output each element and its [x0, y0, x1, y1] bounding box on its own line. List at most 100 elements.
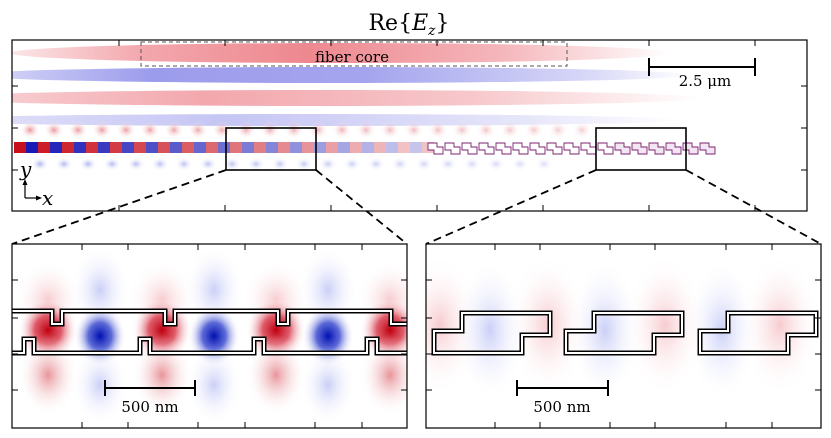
- field-lobe: [116, 121, 136, 139]
- inset-right-frame: [425, 243, 822, 429]
- grating-segment: [648, 142, 665, 155]
- field-lobe: [452, 121, 472, 139]
- axis-indicator: y x: [19, 157, 53, 210]
- core-field-cell: [278, 142, 290, 153]
- top-panel-ticks: [12, 40, 807, 211]
- scale-bar-left-label: 500 nm: [121, 398, 178, 416]
- core-field-cell: [50, 142, 62, 153]
- core-field-cell: [362, 142, 374, 153]
- waveguide-core-field: [14, 142, 434, 153]
- core-field-cell: [314, 142, 326, 153]
- grating-segment: [614, 142, 631, 155]
- field-lobe: [68, 121, 88, 139]
- grating-segments: [427, 142, 716, 155]
- field-lobe-red: [740, 255, 820, 395]
- core-field-cell: [386, 142, 398, 153]
- field-lobe: [164, 121, 184, 139]
- field-lobe: [103, 157, 121, 171]
- field-lobe: [212, 121, 232, 139]
- field-lobe-lower: [300, 345, 356, 425]
- grating-element-inner: [433, 312, 551, 354]
- fiber-band-3: [12, 90, 700, 106]
- field-lobe: [500, 121, 520, 139]
- core-field-cell: [134, 142, 146, 153]
- grating-segment: [699, 142, 716, 155]
- scale-bar-right-label: 500 nm: [533, 398, 590, 416]
- zoom-box-right: [595, 127, 687, 171]
- field-lobe: [463, 157, 481, 171]
- core-field-cell: [410, 142, 422, 153]
- field-lobe: [199, 157, 217, 171]
- core-field-cell: [74, 142, 86, 153]
- field-lobe: [247, 157, 265, 171]
- grating-segment: [563, 142, 580, 155]
- core-field-cell: [38, 142, 50, 153]
- field-lobe: [151, 157, 169, 171]
- field-lobe: [188, 121, 208, 139]
- inset-right-grating: [431, 310, 819, 356]
- core-field-cell: [122, 142, 134, 153]
- field-lobe: [319, 157, 337, 171]
- grating-element-inner: [699, 312, 817, 354]
- field-lobe: [439, 157, 457, 171]
- field-lobe: [524, 121, 544, 139]
- core-field-cell: [338, 142, 350, 153]
- field-lobe: [55, 157, 73, 171]
- core-field-cell: [206, 142, 218, 153]
- core-field-cell: [62, 142, 74, 153]
- top-panel-frame: [11, 39, 808, 212]
- zoom-box-left: [225, 127, 317, 171]
- core-field-cell: [14, 142, 26, 153]
- axis-y-label: y: [19, 157, 32, 181]
- grating-segment: [665, 142, 682, 155]
- core-field-cell: [182, 142, 194, 153]
- field-lobe: [236, 121, 256, 139]
- field-lobe: [415, 157, 433, 171]
- core-field-cell: [158, 142, 170, 153]
- core-field-cell: [290, 142, 302, 153]
- scale-bar-right: 500 nm: [516, 380, 609, 416]
- core-field-cell: [350, 142, 362, 153]
- inset-right-ticks: [426, 244, 821, 428]
- figure-title: Re{Ez}: [368, 11, 449, 39]
- core-field-cell: [266, 142, 278, 153]
- grating-segment: [495, 142, 512, 155]
- field-lobe: [271, 157, 289, 171]
- field-lobe: [92, 121, 112, 139]
- core-field-cell: [86, 142, 98, 153]
- grating-segment: [529, 142, 546, 155]
- field-lobe-red: [625, 255, 705, 395]
- field-lobe-lower: [186, 345, 242, 425]
- fiber-core-outline: [140, 41, 568, 67]
- field-lobe: [487, 157, 505, 171]
- field-lobe: [260, 121, 280, 139]
- scale-bar-top: 2.5 μm: [648, 58, 756, 90]
- waveguide-field-lobes: [20, 121, 592, 171]
- field-lobe: [295, 157, 313, 171]
- inset-left-grating: [12, 308, 407, 356]
- field-lobe: [127, 157, 145, 171]
- field-lobe: [367, 157, 385, 171]
- core-field-cell: [218, 142, 230, 153]
- field-lobe: [20, 121, 40, 139]
- fiber-band-1: [12, 43, 670, 63]
- core-field-cell: [398, 142, 410, 153]
- core-field-cell: [374, 142, 386, 153]
- field-lobe-blue: [454, 260, 526, 400]
- field-lobe: [356, 121, 376, 139]
- field-lobe: [535, 157, 553, 171]
- field-lobe: [44, 121, 64, 139]
- field-lobe: [223, 157, 241, 171]
- grating-element-inner: [565, 312, 683, 354]
- inset-right-field-map: [426, 244, 821, 428]
- field-lobe-lower: [72, 345, 128, 425]
- core-field-cell: [110, 142, 122, 153]
- field-lobe: [343, 157, 361, 171]
- field-lobe: [380, 121, 400, 139]
- inset-left-field-map: [12, 244, 407, 428]
- scale-bar-top-label: 2.5 μm: [679, 72, 732, 90]
- zoom-connectors: [11, 169, 822, 245]
- field-lobe: [140, 121, 160, 139]
- field-lobe: [175, 157, 193, 171]
